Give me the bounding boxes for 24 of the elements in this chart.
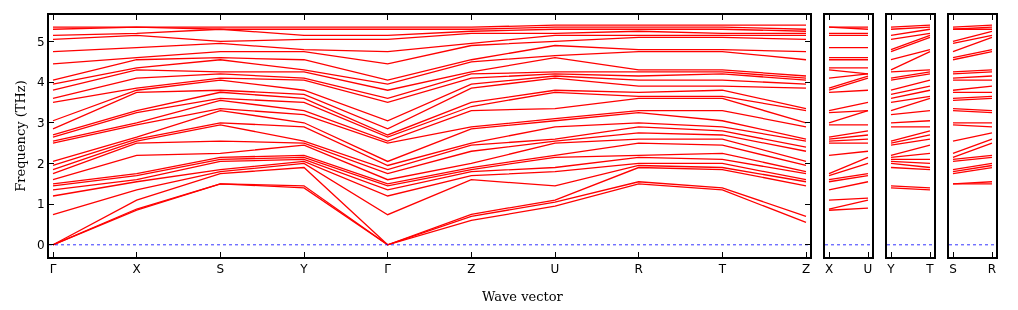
x-tick-label: Y bbox=[299, 262, 309, 277]
y-tick-label: 5 bbox=[36, 34, 45, 49]
x-tick-label: X bbox=[132, 262, 141, 277]
x-tick-label: Z bbox=[801, 262, 811, 277]
y-tick-label: 1 bbox=[36, 197, 45, 212]
x-tick-label: T bbox=[717, 262, 727, 277]
x-tick-label: Γ bbox=[49, 262, 57, 277]
y-tick-label: 2 bbox=[36, 156, 45, 171]
x-tick-label: U bbox=[550, 262, 560, 277]
x-tick-label: T bbox=[925, 262, 935, 277]
x-tick-label: Y bbox=[886, 262, 896, 277]
y-tick-label: 3 bbox=[36, 115, 45, 130]
x-tick-label: S bbox=[949, 262, 957, 277]
x-tick-label: Γ bbox=[384, 262, 392, 277]
y-tick-label: 4 bbox=[36, 75, 45, 90]
x-tick-label: X bbox=[824, 262, 834, 277]
x-tick-label: Z bbox=[467, 262, 476, 277]
x-tick-label: R bbox=[634, 262, 643, 277]
x-tick-label: U bbox=[863, 262, 873, 277]
x-tick-label: S bbox=[216, 262, 225, 277]
y-axis-title: Frequency (THz) bbox=[13, 80, 29, 192]
y-tick-label: 0 bbox=[36, 238, 45, 252]
x-axis-title: Wave vector bbox=[482, 289, 564, 304]
x-tick-label: R bbox=[987, 262, 997, 277]
